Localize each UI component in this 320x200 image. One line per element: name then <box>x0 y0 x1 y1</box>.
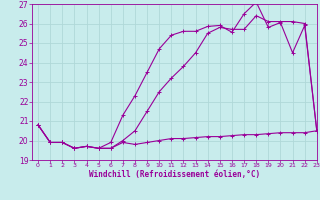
X-axis label: Windchill (Refroidissement éolien,°C): Windchill (Refroidissement éolien,°C) <box>89 170 260 179</box>
